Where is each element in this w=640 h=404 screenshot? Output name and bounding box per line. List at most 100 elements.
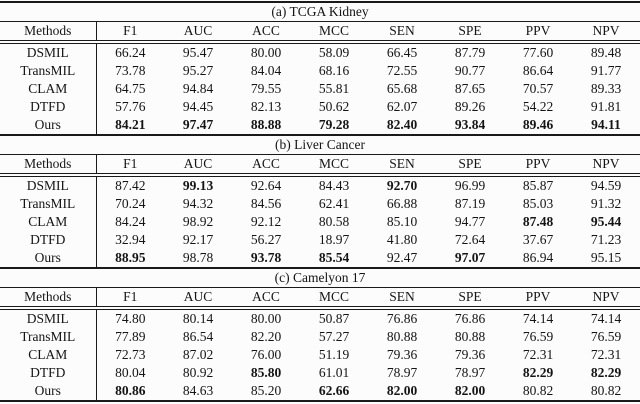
value-cell: 62.41 [318,196,350,211]
value-cell: 84.21 [115,117,146,132]
table-row: CLAM 72.73 87.02 76.00 51.19 79.36 79.36 72.31 7… [0,346,640,364]
value-cell: 82.29 [522,365,554,380]
method-cell: TransMIL [0,195,97,213]
value-cell: 99.13 [182,178,214,193]
table-caption-row: (a) TCGA Kidney [0,2,640,22]
value-cell: 80.88 [386,329,418,344]
value-cell: 71.23 [590,232,622,247]
table-row: DTFD 32.94 92.17 56.27 18.97 41.80 72.64 37.67 7… [0,231,640,249]
method-cell: Ours [0,249,97,267]
value-cell: 84.43 [318,178,350,193]
column-header: SEN [368,287,436,310]
value-cell: 82.00 [386,383,418,398]
method-cell: TransMIL [0,62,97,80]
value-cell: 98.78 [182,250,214,265]
table-tcga-kidney: (a) TCGA Kidney Methods F1 AUC ACC MCC SEN SPE… [0,1,640,134]
value-cell: 73.78 [115,63,146,78]
table-row: DSMIL 66.24 95.47 80.00 58.09 66.45 87.79 77.60… [0,42,640,62]
value-cell: 18.97 [318,232,350,247]
value-cell: 85.54 [318,250,350,265]
column-header: SPE [436,154,504,177]
value-cell: 85.03 [522,196,554,211]
value-cell: 62.66 [318,383,350,398]
column-header: PPV [504,21,572,44]
value-cell: 94.45 [182,99,214,114]
value-cell: 41.80 [386,232,418,247]
value-cell: 74.80 [115,311,146,326]
value-cell: 70.24 [115,196,146,211]
table-row: CLAM 84.24 98.92 92.12 80.58 85.10 94.77 87.48 9… [0,213,640,231]
value-cell: 92.12 [250,214,282,229]
column-header: PPV [504,287,572,310]
value-cell: 94.77 [454,214,486,229]
value-cell: 80.86 [115,383,146,398]
method-cell: CLAM [0,346,97,364]
value-cell: 98.92 [182,214,214,229]
value-cell: 92.17 [182,232,214,247]
value-cell: 80.58 [318,214,350,229]
table-row: Ours 88.95 98.78 93.78 85.54 92.47 97.07 86.94 9… [0,249,640,267]
value-cell: 93.84 [454,117,486,132]
table-body: DSMIL 74.80 80.14 80.00 50.87 76.86 76.86 74.14… [0,308,640,401]
value-cell: 76.86 [454,311,486,326]
method-cell: CLAM [0,213,97,231]
value-cell: 84.63 [182,383,214,398]
table-body: DSMIL 87.42 99.13 92.64 84.43 92.70 96.99 85.87… [0,175,640,267]
value-cell: 72.73 [115,347,146,362]
value-cell: 80.00 [250,311,282,326]
value-cell: 72.31 [522,347,554,362]
table-row: CLAM 64.75 94.84 79.55 55.81 65.68 87.65 70.57 8… [0,80,640,98]
value-cell: 66.24 [115,45,146,60]
column-header: F1 [96,154,164,177]
value-cell: 57.76 [115,99,146,114]
table-caption: (a) TCGA Kidney [0,2,640,22]
table-body: DSMIL 66.24 95.47 80.00 58.09 66.45 87.79 77.60… [0,42,640,134]
value-cell: 84.04 [250,63,282,78]
value-cell: 64.75 [115,81,146,96]
value-cell: 90.77 [454,63,486,78]
table-header-row: Methods F1 AUC ACC MCC SEN SPE PPV NPV [0,287,640,310]
value-cell: 55.81 [318,81,350,96]
value-cell: 85.80 [250,365,282,380]
value-cell: 80.04 [115,365,146,380]
value-cell: 92.64 [250,178,282,193]
column-header: AUC [164,154,232,177]
column-header: MCC [300,287,368,310]
value-cell: 80.92 [182,365,214,380]
value-cell: 84.56 [250,196,282,211]
column-header: ACC [232,287,300,310]
value-cell: 88.88 [250,117,282,132]
value-cell: 87.02 [182,347,214,362]
value-cell: 82.29 [590,365,622,380]
value-cell: 95.15 [590,250,622,265]
methods-column-header: Methods [0,287,97,310]
value-cell: 80.00 [250,45,282,60]
column-header: MCC [300,21,368,44]
value-cell: 82.13 [250,99,282,114]
value-cell: 65.68 [386,81,418,96]
value-cell: 87.19 [454,196,486,211]
value-cell: 68.16 [318,63,350,78]
value-cell: 58.09 [318,45,350,60]
column-header: SPE [436,21,504,44]
value-cell: 72.31 [590,347,622,362]
value-cell: 32.94 [115,232,146,247]
value-cell: 91.81 [590,99,622,114]
value-cell: 76.59 [590,329,622,344]
value-cell: 74.14 [522,311,554,326]
method-cell: Ours [0,116,97,134]
value-cell: 76.86 [386,311,418,326]
value-cell: 61.01 [318,365,350,380]
value-cell: 78.97 [454,365,486,380]
method-cell: DTFD [0,364,97,382]
value-cell: 76.00 [250,347,282,362]
value-cell: 95.47 [182,45,214,60]
table-caption: (c) Camelyon 17 [0,268,640,288]
table-row: Ours 84.21 97.47 88.88 79.28 82.40 93.84 89.46 9… [0,116,640,134]
value-cell: 80.14 [182,311,214,326]
column-header: SEN [368,21,436,44]
value-cell: 79.36 [386,347,418,362]
table-liver-cancer: (b) Liver Cancer Methods F1 AUC ACC MCC SEN SP… [0,134,640,267]
column-header: NPV [572,21,640,44]
value-cell: 86.64 [522,63,554,78]
